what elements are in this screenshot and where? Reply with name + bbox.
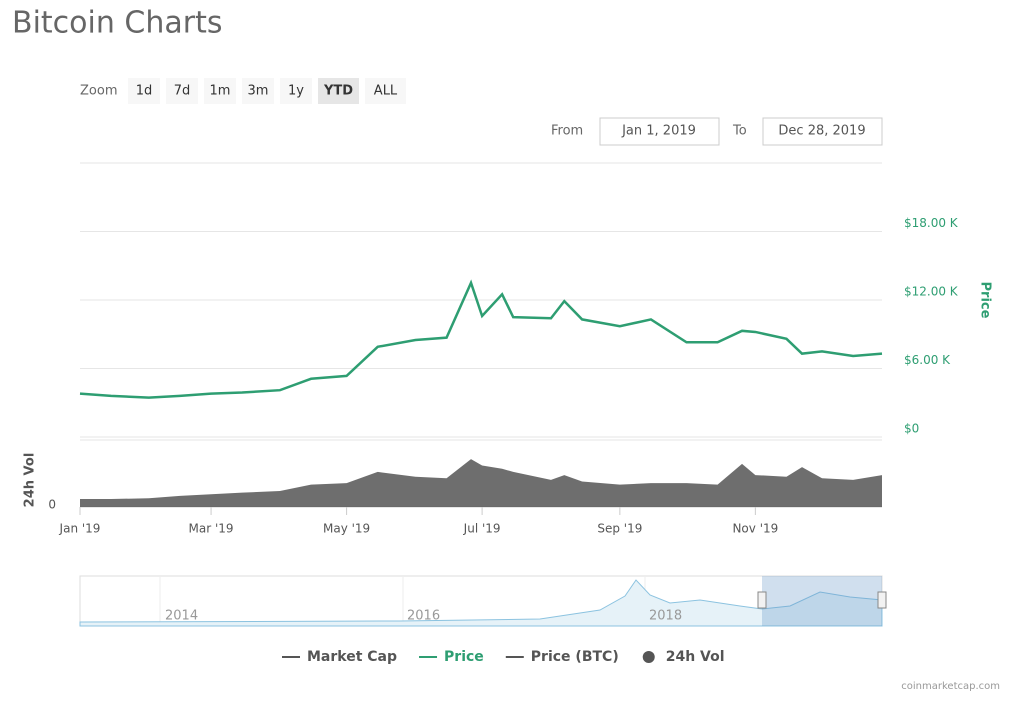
navigator-handle[interactable] <box>757 591 767 609</box>
chart-title: Bitcoin Charts <box>12 6 222 41</box>
to-input[interactable] <box>762 117 883 146</box>
x-tick-label: Nov '19 <box>732 522 778 536</box>
x-tick-label: Sep '19 <box>597 522 642 536</box>
source: coinmarketcap.com <box>901 681 1000 692</box>
from-label: From <box>551 124 583 139</box>
navigator-label: 2018 <box>649 609 682 624</box>
zoom-buttons: 1d 7d 1m 3m 1y YTD ALL <box>128 78 406 104</box>
zoom-option[interactable]: 1m <box>210 84 231 99</box>
zoom-button[interactable] <box>128 78 160 104</box>
navigator-selection[interactable] <box>762 576 882 626</box>
vol-tick-label: 0 <box>48 498 56 512</box>
zoom-option[interactable]: ALL <box>374 84 398 99</box>
x-tick-label: May '19 <box>323 522 370 536</box>
volume-area <box>80 459 882 507</box>
y-tick-label: $0 <box>904 422 919 436</box>
zoom-button[interactable] <box>318 78 359 104</box>
legend-label[interactable]: Price (BTC) <box>531 649 619 665</box>
zoom-option[interactable]: YTD <box>323 84 353 99</box>
y-axis-label: Price <box>978 282 993 319</box>
legend-label[interactable]: Market Cap <box>307 649 397 665</box>
price-line <box>79 279 883 399</box>
zoom-option[interactable]: 7d <box>174 84 191 99</box>
legend-label[interactable]: 24h Vol <box>666 649 725 665</box>
to-value[interactable]: Dec 28, 2019 <box>778 124 865 139</box>
legend-symbol[interactable] <box>642 651 655 663</box>
zoom-button[interactable] <box>204 78 236 104</box>
zoom-option[interactable]: 1y <box>288 84 304 99</box>
x-tick-label: Jan '19 <box>59 522 101 536</box>
y-tick-label: $6.00 K <box>904 353 951 367</box>
navigator-handle[interactable] <box>877 591 887 609</box>
zoom-button[interactable] <box>242 78 274 104</box>
navigator-label: 2014 <box>165 609 198 624</box>
legend-label[interactable]: Price <box>444 649 484 665</box>
legend: Market Cap Price Price (BTC) 24h Vol <box>282 649 725 665</box>
navigator-label: 2016 <box>407 609 440 624</box>
zoom-option[interactable]: 3m <box>248 84 269 99</box>
from-input[interactable] <box>599 117 720 146</box>
navigator <box>79 575 887 627</box>
zoom-option[interactable]: 1d <box>136 84 153 99</box>
y-tick-label: $12.00 K <box>904 285 959 299</box>
y-tick-label: $18.00 K <box>904 216 959 230</box>
x-tick-label: Mar '19 <box>189 522 234 536</box>
zoom-button[interactable] <box>365 78 406 104</box>
zoom-button[interactable] <box>280 78 312 104</box>
to-label: To <box>732 124 747 139</box>
zoom-button[interactable] <box>166 78 198 104</box>
from-value[interactable]: Jan 1, 2019 <box>621 124 696 139</box>
vol-axis-label: 24h Vol <box>23 453 38 508</box>
zoom-label: Zoom <box>80 84 117 99</box>
x-tick-label: Jul '19 <box>463 522 501 536</box>
